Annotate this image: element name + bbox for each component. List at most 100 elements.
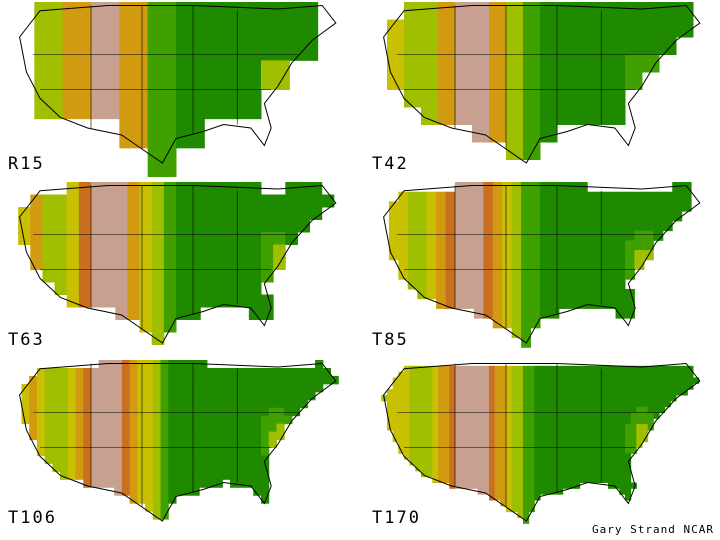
terrain-cell bbox=[466, 441, 473, 448]
terrain-cell bbox=[506, 72, 524, 90]
terrain-cell bbox=[236, 194, 250, 208]
terrain-cell bbox=[115, 232, 128, 245]
terrain-cell bbox=[545, 476, 552, 483]
terrain-cell bbox=[460, 453, 467, 460]
terrain-cell bbox=[636, 406, 643, 413]
terrain-cell bbox=[568, 395, 575, 402]
terrain-cell bbox=[562, 371, 569, 378]
terrain-cell bbox=[54, 257, 68, 270]
terrain-cell bbox=[417, 240, 428, 251]
terrain-cell bbox=[163, 182, 177, 195]
terrain-cell bbox=[230, 415, 239, 425]
terrain-cell bbox=[98, 463, 107, 472]
terrain-cell bbox=[517, 377, 524, 384]
terrain-cell bbox=[237, 439, 247, 448]
terrain-cell bbox=[276, 375, 285, 385]
terrain-cell bbox=[494, 488, 501, 495]
terrain-cell bbox=[183, 407, 192, 417]
terrain-cell bbox=[421, 418, 428, 425]
terrain-cell bbox=[237, 471, 247, 480]
terrain-cell bbox=[404, 89, 422, 108]
terrain-cell bbox=[200, 207, 213, 220]
terrain-cell bbox=[681, 377, 688, 384]
terrain-cell bbox=[540, 240, 550, 251]
terrain-cell bbox=[606, 211, 617, 222]
terrain-cell bbox=[299, 375, 308, 385]
terrain-cell bbox=[596, 400, 603, 408]
terrain-cell bbox=[421, 406, 428, 413]
terrain-cell bbox=[29, 391, 38, 401]
terrain-cell bbox=[199, 439, 208, 448]
terrain-cell bbox=[549, 220, 560, 232]
terrain-cell bbox=[460, 465, 467, 472]
terrain-cell bbox=[625, 365, 632, 373]
terrain-cell bbox=[309, 194, 323, 208]
terrain-cell bbox=[477, 371, 484, 378]
terrain-cell bbox=[506, 371, 513, 378]
terrain-cell bbox=[500, 395, 507, 402]
terrain-cell bbox=[426, 230, 437, 241]
panel-label: T106 bbox=[8, 508, 57, 528]
terrain-cell bbox=[615, 259, 626, 270]
terrain-cell bbox=[494, 494, 501, 501]
terrain-cell bbox=[67, 431, 77, 441]
terrain-cell bbox=[596, 406, 603, 413]
terrain-cell bbox=[145, 431, 154, 441]
terrain-cell bbox=[625, 211, 635, 222]
terrain-cell bbox=[137, 415, 146, 425]
terrain-cell bbox=[404, 395, 411, 402]
terrain-cell bbox=[83, 367, 92, 377]
terrain-cell bbox=[511, 191, 522, 202]
terrain-cell bbox=[127, 182, 141, 195]
terrain-cell bbox=[436, 220, 447, 232]
terrain-cell bbox=[472, 470, 479, 478]
terrain-cell bbox=[415, 453, 422, 460]
terrain-cell bbox=[67, 399, 77, 409]
terrain-cell bbox=[643, 230, 654, 241]
terrain-cell bbox=[568, 424, 575, 431]
terrain-cell bbox=[460, 459, 467, 466]
terrain-cell bbox=[511, 327, 522, 339]
terrain-cell bbox=[659, 371, 666, 378]
terrain-cell bbox=[36, 383, 46, 393]
terrain-cell bbox=[183, 367, 192, 377]
terrain-cell bbox=[52, 399, 61, 409]
terrain-cell bbox=[489, 365, 496, 373]
terrain-cell bbox=[659, 37, 677, 55]
terrain-cell bbox=[426, 201, 437, 212]
terrain-cell bbox=[574, 418, 581, 425]
terrain-cell bbox=[602, 418, 609, 425]
terrain-cell bbox=[60, 367, 69, 377]
terrain-cell bbox=[214, 415, 223, 425]
terrain-cell bbox=[426, 377, 433, 384]
terrain-cell bbox=[404, 383, 411, 390]
terrain-cell bbox=[642, 424, 649, 431]
terrain-cell bbox=[127, 219, 141, 233]
terrain-cell bbox=[643, 240, 654, 251]
terrain-cell bbox=[137, 495, 146, 504]
terrain-cell bbox=[625, 19, 643, 38]
terrain-cell bbox=[83, 391, 92, 401]
terrain-cell bbox=[273, 194, 286, 208]
terrain-cell bbox=[528, 470, 535, 478]
terrain-cell bbox=[91, 407, 100, 417]
terrain-cell bbox=[606, 279, 617, 290]
terrain-cell bbox=[407, 211, 418, 222]
terrain-cell bbox=[477, 453, 484, 460]
terrain-cell bbox=[466, 476, 473, 483]
terrain-cell bbox=[530, 259, 541, 270]
terrain-cell bbox=[426, 453, 433, 460]
terrain-cell bbox=[608, 37, 626, 55]
terrain-cell bbox=[523, 459, 530, 466]
terrain-cell bbox=[245, 423, 254, 433]
terrain-cell bbox=[659, 400, 666, 408]
terrain-cell bbox=[398, 377, 405, 384]
terrain-cell bbox=[152, 383, 162, 393]
terrain-cell bbox=[579, 441, 586, 448]
terrain-cell bbox=[613, 476, 620, 483]
terrain-cell bbox=[579, 395, 586, 402]
terrain-cell bbox=[445, 220, 456, 232]
terrain-cell bbox=[415, 371, 422, 378]
terrain-cell bbox=[206, 367, 216, 377]
terrain-cell bbox=[492, 288, 503, 300]
